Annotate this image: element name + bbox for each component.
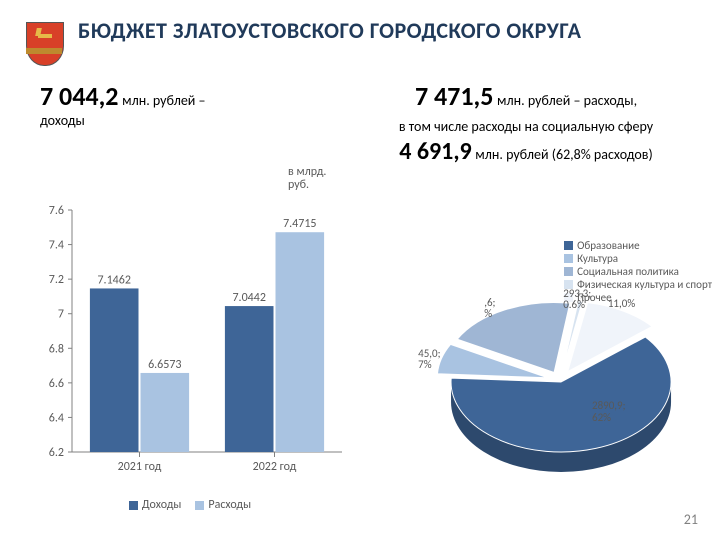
- bar-legend-item: Расходы: [195, 498, 251, 512]
- expense-block: 7 471,5 млн. рублей – расходы, в том чис…: [372, 80, 680, 166]
- svg-text:6.2: 6.2: [49, 446, 64, 460]
- svg-text:7.4715: 7.4715: [283, 217, 316, 231]
- income-suffix: доходы: [40, 112, 348, 129]
- svg-text:7.1462: 7.1462: [97, 273, 130, 287]
- bar-chart-legend: Доходы Расходы: [30, 498, 350, 512]
- expense-unit: млн. рублей – расходы,: [497, 92, 637, 109]
- svg-text:7.6: 7.6: [49, 204, 64, 218]
- svg-text:6.8: 6.8: [49, 342, 64, 356]
- bar-chart-unit: в млрд. руб.: [288, 166, 338, 192]
- social-unit: млн. рублей (62,8% расходов): [475, 146, 652, 163]
- svg-text:7: 7: [58, 308, 64, 322]
- pie-slice-label: 2890,9; 62%: [592, 400, 626, 423]
- svg-text:6.6: 6.6: [49, 377, 64, 391]
- svg-text:2021 год: 2021 год: [118, 460, 162, 474]
- pie-chart: ОбразованиеКультураСоциальная политикаФи…: [370, 230, 700, 510]
- page-title: БЮДЖЕТ ЗЛАТОУСТОВСКОГО ГОРОДСКОГО ОКРУГА: [78, 18, 581, 43]
- metrics-row: 7 044,2 млн. рублей – доходы 7 471,5 млн…: [0, 72, 720, 166]
- pie-slice-label: 293,3; 0.6%: [563, 288, 591, 311]
- social-value: 4 691,9: [399, 137, 471, 166]
- pie-legend-item: Социальная политика: [564, 266, 712, 278]
- pie-slice-label: ,6; %: [484, 297, 495, 320]
- svg-text:6.6573: 6.6573: [148, 358, 181, 372]
- city-crest-icon: [24, 18, 64, 66]
- social-value-block: 4 691,9 млн. рублей (62,8% расходов): [372, 137, 680, 166]
- svg-text:7.2: 7.2: [49, 273, 64, 287]
- pie-slice-label: 45,0; 7%: [418, 348, 440, 371]
- bar-chart-svg: 6.2 6.4 6.6 6.8 7 7.2 7.4 7.6 7.1462 6.6573 2021 г…: [30, 200, 350, 490]
- bar-legend-item: Доходы: [129, 498, 182, 512]
- page-number: 21: [684, 511, 698, 528]
- expense-value: 7 471,5: [415, 80, 493, 112]
- pie-slice-label: 11,0%: [608, 298, 635, 310]
- svg-text:2022 год: 2022 год: [253, 460, 297, 474]
- income-value: 7 044,2: [40, 80, 118, 112]
- income-block: 7 044,2 млн. рублей – доходы: [40, 80, 348, 166]
- bar-chart: в млрд. руб. 6.26.46.66.877.27.47.67.146…: [30, 200, 350, 510]
- social-note: в том числе расходы на социальную сферу: [372, 118, 680, 135]
- pie-legend-item: Образование: [564, 240, 712, 252]
- svg-text:7.0442: 7.0442: [232, 291, 265, 305]
- svg-text:7.4: 7.4: [49, 239, 64, 253]
- income-unit: млн. рублей –: [122, 92, 205, 109]
- svg-text:6.4: 6.4: [49, 411, 64, 425]
- header: БЮДЖЕТ ЗЛАТОУСТОВСКОГО ГОРОДСКОГО ОКРУГА: [0, 0, 720, 72]
- pie-legend-item: Культура: [564, 253, 712, 265]
